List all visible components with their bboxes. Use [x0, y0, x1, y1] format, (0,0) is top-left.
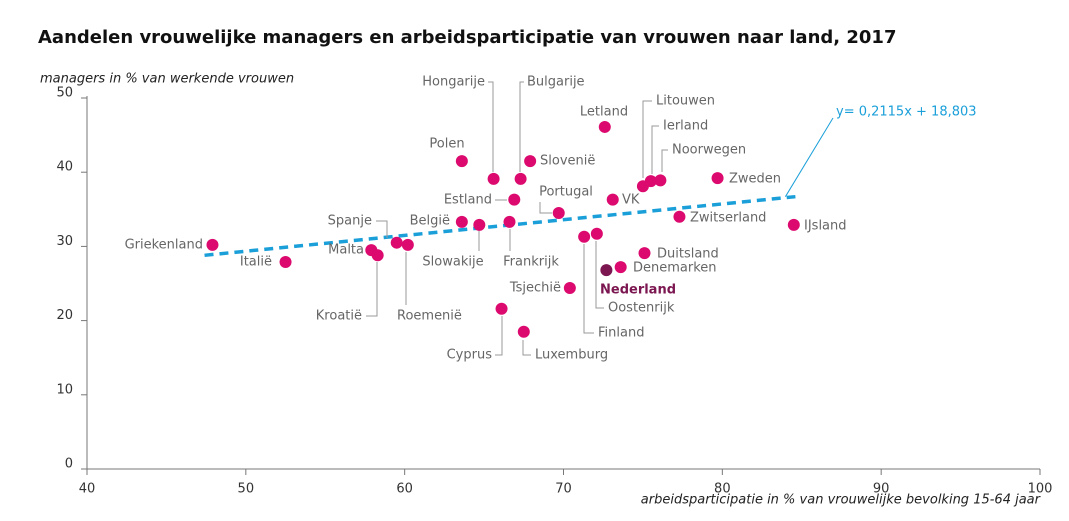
- point-label: Denemarken: [633, 261, 717, 276]
- trendline: [204, 194, 796, 258]
- point-label: Duitsland: [657, 247, 719, 262]
- point: [552, 207, 565, 220]
- chart-title: Aandelen vrouwelijke managers en arbeids…: [38, 27, 896, 48]
- leader-line: [495, 316, 503, 356]
- point: [563, 281, 576, 294]
- point: [578, 230, 591, 243]
- point: [787, 218, 800, 231]
- point-label: Hongarije: [422, 75, 485, 90]
- x-tick-label: 90: [873, 482, 890, 497]
- point-label: Luxemburg: [535, 348, 608, 363]
- point: [279, 255, 292, 268]
- point-label: Bulgarije: [527, 75, 585, 90]
- point-label: Kroatië: [316, 309, 362, 324]
- x-tick-label: 100: [1028, 482, 1053, 497]
- point: [495, 302, 508, 315]
- point-label: Litouwen: [656, 94, 715, 109]
- x-tick-label: 70: [555, 482, 572, 497]
- point-label: Zweden: [729, 172, 781, 187]
- point-label: Polen: [429, 137, 464, 152]
- point-label: Tsjechië: [509, 281, 561, 296]
- point-label: VK: [622, 193, 640, 208]
- leader-line: [661, 149, 668, 172]
- point: [524, 155, 537, 168]
- point-label: Letland: [580, 105, 628, 120]
- point: [508, 193, 521, 206]
- point-label: Malta: [328, 243, 364, 258]
- point-label: Italië: [240, 255, 272, 270]
- point-label: Spanje: [328, 214, 372, 229]
- point: [590, 227, 603, 240]
- point-label: Oostenrijk: [608, 301, 675, 316]
- x-tick-label: 50: [238, 482, 255, 497]
- point-label: Frankrijk: [503, 255, 559, 270]
- y-tick-label: 40: [56, 160, 73, 175]
- point: [206, 238, 219, 251]
- point-label: Slowakije: [422, 255, 483, 270]
- trend-label: y= 0,2115x + 18,803: [836, 105, 977, 120]
- x-axis-title: arbeidsparticipatie in % van vrouwelijke…: [641, 493, 1042, 508]
- x-tick-label: 40: [79, 482, 96, 497]
- point-label: Noorwegen: [672, 143, 746, 158]
- point-label: Roemenië: [397, 309, 462, 324]
- y-tick-label: 10: [56, 382, 73, 397]
- point: [673, 210, 686, 223]
- leader-line: [519, 81, 524, 172]
- x-tick-label: 60: [396, 482, 413, 497]
- y-tick-label: 30: [56, 234, 73, 249]
- leader-line: [366, 262, 378, 317]
- point: [598, 120, 611, 133]
- point: [514, 172, 527, 185]
- point: [390, 236, 403, 249]
- point-label: Finland: [598, 326, 644, 341]
- leader-line: [522, 340, 531, 356]
- leader-line: [488, 81, 494, 172]
- point: [614, 261, 627, 274]
- y-tick-label: 50: [56, 86, 73, 101]
- point: [517, 325, 530, 338]
- y-tick-label: 20: [56, 308, 73, 323]
- y-axis-title: managers in % van werkende vrouwen: [40, 72, 294, 87]
- point-label: Estland: [444, 193, 492, 208]
- leader-line: [651, 125, 659, 174]
- point: [600, 264, 613, 277]
- point: [654, 174, 667, 187]
- point: [638, 247, 651, 260]
- point: [644, 175, 657, 188]
- trend-leader: [784, 117, 834, 197]
- point: [711, 172, 724, 185]
- point-label: Nederland: [600, 283, 676, 298]
- point-label: Portugal: [539, 185, 593, 200]
- point-label: Slovenië: [540, 154, 595, 169]
- point-label: Zwitserland: [690, 211, 766, 226]
- leader-line: [583, 244, 594, 334]
- point-label: Cyprus: [447, 348, 493, 363]
- point: [455, 215, 468, 228]
- point: [487, 172, 500, 185]
- y-tick-label: 0: [65, 457, 73, 472]
- point: [503, 215, 516, 228]
- point: [455, 155, 468, 168]
- x-tick-label: 80: [714, 482, 731, 497]
- leader-line: [376, 220, 388, 238]
- point-label: Griekenland: [125, 238, 203, 253]
- point: [606, 193, 619, 206]
- point-label: Ierland: [663, 119, 708, 134]
- leader-line: [539, 202, 552, 214]
- point: [371, 249, 384, 262]
- leader-line: [595, 241, 604, 309]
- point-label: IJsland: [804, 219, 847, 234]
- point: [401, 238, 414, 251]
- point-label: België: [410, 214, 450, 229]
- point: [473, 218, 486, 231]
- leader-line: [642, 100, 652, 178]
